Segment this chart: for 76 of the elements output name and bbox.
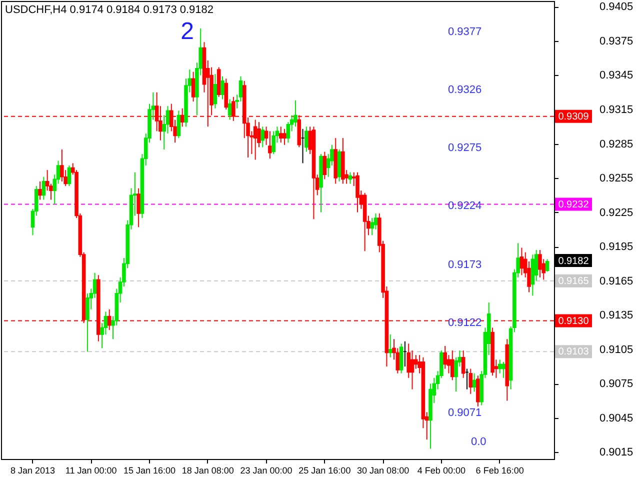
- candlestick: [228, 98, 232, 120]
- candlestick: [322, 151, 327, 180]
- x-tick-label: 18 Jan 08:00: [182, 466, 234, 476]
- x-tick-label: 6 Feb 16:00: [476, 466, 524, 476]
- chart-title: USDCHF,H4 0.9174 0.9184 0.9173 0.9182: [5, 4, 214, 16]
- x-tick-label: 30 Jan 08:00: [357, 466, 410, 476]
- y-tick-label: 0.9315: [600, 104, 634, 116]
- candlestick: [213, 74, 218, 109]
- y-tick-label: 0.9225: [600, 206, 634, 219]
- y-tick-label: 0.9075: [600, 378, 634, 390]
- candlestick: [356, 172, 360, 213]
- x-tick-label: 8 Jan 2013: [10, 466, 56, 476]
- candlestick: [468, 368, 473, 394]
- candlestick: [472, 372, 476, 392]
- candlestick: [268, 130, 272, 160]
- candlestick: [86, 292, 90, 352]
- ref-line-label: 0.9130: [558, 316, 590, 327]
- y-tick-label: 0.9285: [600, 138, 634, 150]
- candlestick: [278, 126, 283, 144]
- candlestick: [272, 130, 276, 155]
- candlestick: [107, 308, 112, 330]
- candlestick: [443, 345, 447, 370]
- candlestick: [414, 354, 418, 370]
- candlestick: [191, 71, 196, 102]
- annotation: 0.9071: [448, 407, 482, 419]
- annotation: 0.9275: [448, 142, 482, 154]
- x-tick-label: 4 Feb 00:00: [417, 466, 466, 476]
- candlestick: [220, 76, 224, 100]
- candlestick: [370, 218, 374, 236]
- y-tick-label: 0.9105: [600, 344, 634, 356]
- candlestick: [180, 108, 184, 128]
- y-tick-label: 0.9345: [600, 70, 634, 82]
- candlestick: [461, 350, 466, 378]
- candlestick: [410, 350, 414, 390]
- annotation: 0.9326: [448, 84, 482, 96]
- ref-line-label: 0.9309: [558, 111, 590, 122]
- annotation: 0.9377: [448, 26, 482, 38]
- x-tick-label: 25 Jan 16:00: [298, 466, 351, 476]
- candlestick: [294, 100, 298, 128]
- candlestick: [545, 258, 550, 272]
- annotation: 0.9122: [448, 317, 482, 329]
- y-tick-label: 0.9405: [600, 1, 634, 14]
- candlestick: [388, 334, 392, 358]
- candlestick: [538, 249, 542, 278]
- candlestick: [38, 180, 42, 200]
- ref-line-label: 0.9232: [558, 199, 590, 210]
- candlestick: [176, 110, 181, 139]
- candlestick: [224, 78, 228, 110]
- candlestick: [399, 343, 404, 374]
- annotation: 0.0: [471, 436, 486, 448]
- candlestick: [136, 188, 140, 228]
- y-tick-label: 0.9375: [600, 35, 634, 48]
- candlestick: [67, 164, 72, 187]
- x-tick-label: 23 Jan 00:00: [240, 466, 292, 476]
- candlestick: [520, 247, 524, 276]
- y-tick-label: 0.9135: [600, 310, 634, 322]
- annotation: 0.9224: [448, 200, 482, 212]
- y-tick-label: 0.9165: [600, 275, 634, 288]
- annotation: 0.9173: [448, 259, 482, 271]
- x-tick-label: 11 Jan 00:00: [65, 466, 117, 476]
- y-tick-label: 0.9045: [600, 412, 634, 424]
- text: 0.9182: [558, 256, 590, 267]
- candlestick: [476, 375, 480, 407]
- y-tick-label: 0.9195: [600, 241, 634, 254]
- y-tick-label: 0.9255: [600, 172, 634, 185]
- y-tick-label: 0.9015: [600, 446, 634, 459]
- candlestick: [282, 128, 286, 146]
- annotation: 2: [180, 18, 194, 45]
- candlestick: [450, 350, 454, 381]
- candlestick: [348, 172, 352, 184]
- candlestick: [60, 148, 64, 182]
- candlestick: [253, 119, 258, 160]
- x-tick-label: 15 Jan 16:00: [123, 466, 176, 476]
- candlestick: [304, 126, 308, 152]
- candlestick: [42, 176, 46, 200]
- candlestick: [260, 126, 265, 148]
